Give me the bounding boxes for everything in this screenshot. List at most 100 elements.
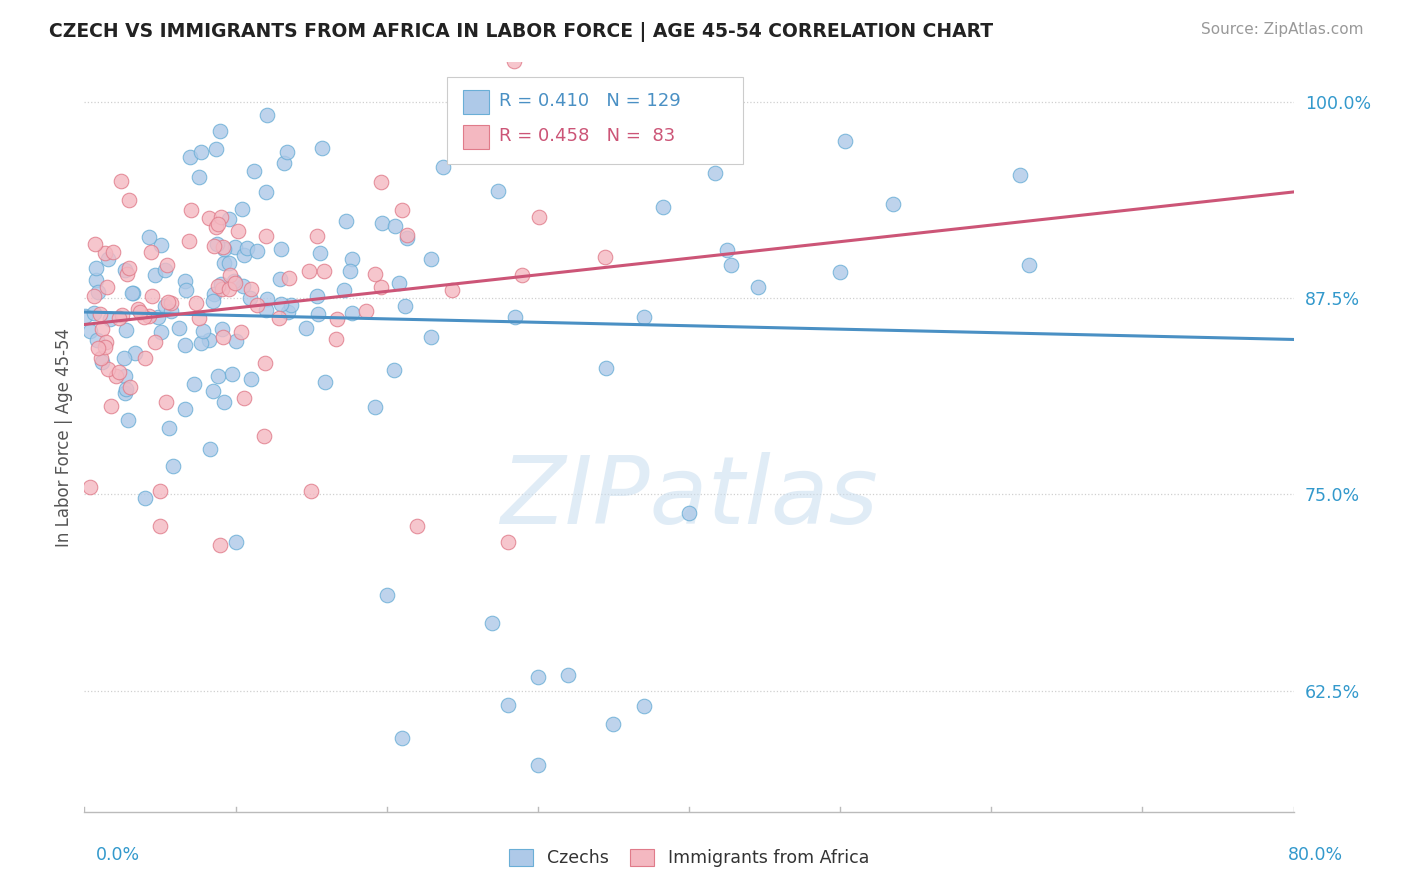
Point: [222, 274, 245, 288]
Point: [218, 256, 240, 270]
Point: [256, 108, 278, 122]
Point: [83, 288, 105, 302]
Point: [312, 264, 335, 278]
Point: [84, 273, 107, 287]
Point: [191, 324, 214, 338]
Point: [240, 281, 263, 295]
Point: [218, 282, 240, 296]
Point: [395, 228, 418, 243]
Point: [115, 267, 138, 281]
Point: [141, 244, 163, 259]
Point: [141, 289, 163, 303]
Point: [419, 252, 441, 266]
Point: [307, 307, 329, 321]
Point: [704, 166, 727, 180]
Point: [201, 294, 224, 309]
Point: [557, 668, 579, 682]
Point: [91, 355, 114, 369]
Point: [205, 219, 228, 234]
Point: [89, 307, 111, 321]
Point: [307, 228, 329, 243]
Point: [124, 346, 146, 360]
Point: [157, 421, 180, 435]
Point: [363, 267, 385, 281]
Point: [305, 289, 328, 303]
Point: [224, 240, 246, 254]
Point: [325, 333, 347, 347]
Point: [384, 219, 406, 233]
Point: [246, 244, 269, 259]
Point: [188, 169, 211, 184]
Point: [232, 248, 254, 262]
Point: [270, 297, 292, 311]
Point: [117, 413, 139, 427]
Point: [232, 279, 254, 293]
Point: [183, 377, 205, 392]
Point: [83, 306, 105, 320]
Point: [382, 363, 405, 377]
Point: [720, 258, 742, 272]
Text: Source: ZipAtlas.com: Source: ZipAtlas.com: [1201, 22, 1364, 37]
Point: [335, 214, 357, 228]
Point: [134, 351, 156, 366]
Point: [149, 518, 172, 533]
Point: [1010, 168, 1032, 182]
Point: [716, 243, 738, 257]
Point: [167, 321, 190, 335]
Point: [254, 356, 277, 370]
Point: [375, 588, 398, 602]
Point: [138, 230, 160, 244]
Point: [534, 146, 557, 161]
Point: [149, 483, 172, 498]
Point: [269, 272, 291, 286]
Point: [354, 304, 377, 318]
Point: [97, 252, 120, 266]
Point: [114, 382, 136, 396]
Point: [122, 286, 145, 301]
Point: [332, 283, 354, 297]
Point: [432, 161, 454, 175]
Point: [174, 283, 197, 297]
Point: [240, 372, 263, 386]
Point: [96, 279, 118, 293]
Point: [371, 216, 394, 230]
Y-axis label: In Labor Force | Age 45-54: In Labor Force | Age 45-54: [55, 327, 73, 547]
Point: [148, 310, 170, 324]
Point: [370, 175, 392, 189]
Point: [233, 391, 256, 405]
Point: [208, 124, 231, 138]
Point: [93, 246, 115, 260]
Point: [209, 277, 232, 291]
Point: [633, 310, 655, 324]
Point: [96, 362, 118, 376]
Point: [173, 338, 195, 352]
Point: [311, 141, 333, 155]
Point: [159, 296, 181, 310]
Point: [254, 229, 277, 244]
Point: [395, 231, 418, 245]
Point: [770, 37, 793, 51]
Point: [90, 351, 112, 365]
Point: [527, 670, 550, 684]
Point: [242, 164, 264, 178]
Point: [510, 268, 533, 282]
Point: [391, 731, 413, 745]
Point: [108, 365, 131, 379]
Point: [527, 757, 550, 772]
Point: [326, 312, 349, 326]
Point: [138, 310, 160, 324]
Point: [212, 394, 235, 409]
Text: 80.0%: 80.0%: [1288, 846, 1343, 863]
Point: [224, 276, 246, 290]
Point: [91, 322, 114, 336]
Point: [179, 150, 201, 164]
Point: [747, 280, 769, 294]
Point: [299, 484, 322, 499]
Point: [212, 239, 235, 253]
Point: [73, 309, 96, 323]
Legend: Czechs, Immigrants from Africa: Czechs, Immigrants from Africa: [502, 842, 876, 874]
Point: [340, 306, 363, 320]
Text: CZECH VS IMMIGRANTS FROM AFRICA IN LABOR FORCE | AGE 45-54 CORRELATION CHART: CZECH VS IMMIGRANTS FROM AFRICA IN LABOR…: [49, 22, 993, 42]
Point: [481, 616, 503, 631]
Point: [246, 297, 269, 311]
